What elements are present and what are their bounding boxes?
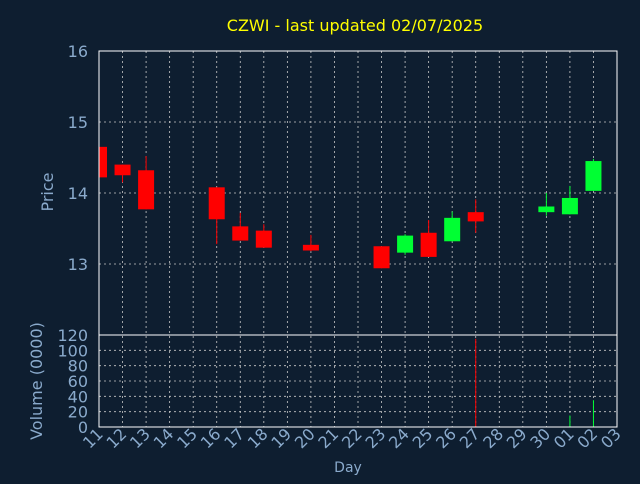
- volume-tick-label: 0: [78, 418, 88, 437]
- volume-tick-label: 120: [57, 326, 88, 345]
- price-axis-label: Price: [38, 172, 57, 211]
- volume-tick-label: 60: [68, 372, 88, 391]
- volume-axis-label: Volume (0000): [27, 322, 46, 440]
- candle-body: [561, 197, 578, 215]
- price-tick-label: 14: [68, 184, 88, 203]
- candle-body: [99, 146, 107, 178]
- x-tick-label: 03: [597, 424, 625, 452]
- candle-body: [138, 170, 155, 210]
- tick-labels: 1615141312010080604020011121314151617181…: [57, 42, 624, 452]
- candle-body: [114, 164, 131, 176]
- chart-title: CZWI - last updated 02/07/2025: [227, 16, 483, 35]
- candle-body: [232, 226, 249, 241]
- price-tick-label: 16: [68, 42, 88, 61]
- plot-frame: [98, 50, 618, 428]
- candle-body: [208, 187, 225, 220]
- candle-body: [467, 212, 484, 222]
- volume-tick-label: 40: [68, 387, 88, 406]
- volume-tick-label: 80: [68, 357, 88, 376]
- candle-body: [420, 232, 437, 257]
- candle-body: [585, 161, 602, 191]
- volume-tick-label: 100: [57, 341, 88, 360]
- volume-bars: [475, 338, 594, 427]
- volume-panel-border: [98, 334, 618, 428]
- grid-lines: [99, 51, 617, 427]
- candle-body: [538, 206, 555, 213]
- price-tick-label: 15: [68, 113, 88, 132]
- candle-body: [397, 235, 414, 253]
- price-tick-label: 13: [68, 255, 88, 274]
- candle-body: [444, 217, 461, 242]
- candle-body: [255, 230, 272, 248]
- candle-body: [302, 244, 319, 251]
- x-axis-label: Day: [334, 460, 362, 476]
- price-candles: [98, 146, 602, 269]
- volume-tick-label: 20: [68, 403, 88, 422]
- candle-body: [373, 246, 390, 269]
